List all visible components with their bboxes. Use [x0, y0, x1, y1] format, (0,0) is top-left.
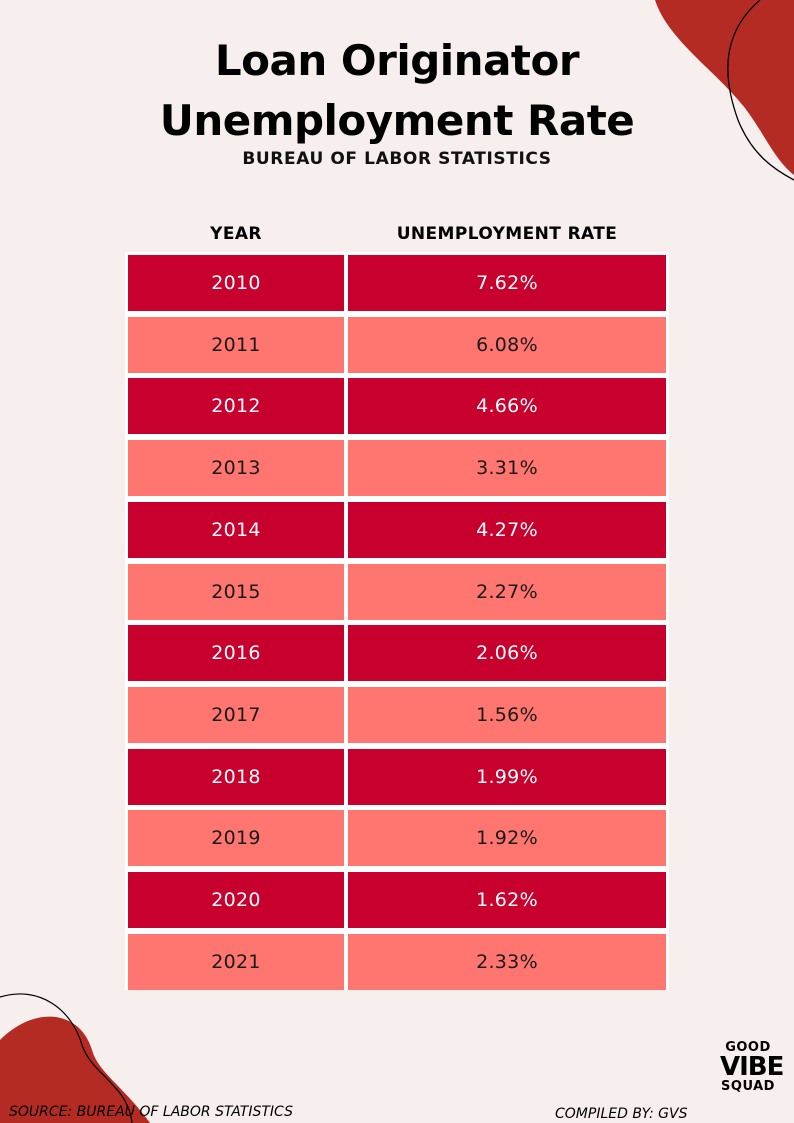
table-cell-rate: 1.99% — [348, 748, 666, 805]
table-cell-year: 2016 — [128, 625, 344, 682]
table-cell-rate: 4.66% — [348, 378, 666, 435]
table-cell-year: 2012 — [128, 378, 344, 435]
page-title-line2: Unemployment Rate — [159, 96, 635, 145]
table-cell-year: 2015 — [128, 563, 344, 620]
logo-line-3: SQUAD — [721, 1079, 775, 1094]
table-cell-rate: 3.31% — [348, 440, 666, 497]
page-subtitle: BUREAU OF LABOR STATISTICS — [242, 149, 552, 169]
table-cell-rate: 1.62% — [348, 872, 666, 928]
table-cell-year: 2018 — [128, 748, 344, 805]
top-right-curve — [727, 0, 794, 181]
compiled-by-note: COMPILED BY: GVS — [555, 1106, 688, 1122]
table-cell-rate: 1.92% — [348, 810, 666, 867]
bottom-left-curve — [0, 993, 133, 1123]
table-cell-rate: 2.06% — [348, 625, 666, 682]
logo-line-1: GOOD — [725, 1040, 771, 1055]
top-right-blob — [655, 0, 794, 175]
page-title-line1: Loan Originator — [214, 36, 580, 85]
table-cell-rate: 7.62% — [348, 255, 666, 311]
source-note: SOURCE: BUREAU OF LABOR STATISTICS — [9, 1104, 293, 1120]
table-cell-year: 2021 — [128, 933, 344, 990]
table-cell-rate: 2.27% — [348, 563, 666, 620]
table-cell-year: 2017 — [128, 686, 344, 743]
table-cell-rate: 6.08% — [348, 316, 666, 373]
good-vibe-squad-logo: GOOD VIBE SQUAD — [720, 1040, 784, 1094]
table-cell-year: 2013 — [128, 440, 344, 497]
bottom-left-blob — [0, 1016, 150, 1123]
rate-table: 2010 7.62% 2011 6.08% 2012 4.66% 2013 3.31% 2014… — [125, 252, 669, 990]
table-cell-year: 2014 — [128, 501, 344, 558]
column-header-year: YEAR — [210, 224, 262, 244]
table-cell-rate: 1.56% — [348, 686, 666, 743]
table-cell-rate: 2.33% — [348, 933, 666, 990]
table-cell-year: 2020 — [128, 872, 344, 928]
table-cell-year: 2011 — [128, 316, 344, 373]
table-cell-year: 2019 — [128, 810, 344, 867]
column-header-rate: UNEMPLOYMENT RATE — [396, 224, 618, 244]
table-cell-year: 2010 — [128, 255, 344, 311]
logo-line-2: VIBE — [720, 1052, 784, 1082]
table-cell-rate: 4.27% — [348, 501, 666, 558]
